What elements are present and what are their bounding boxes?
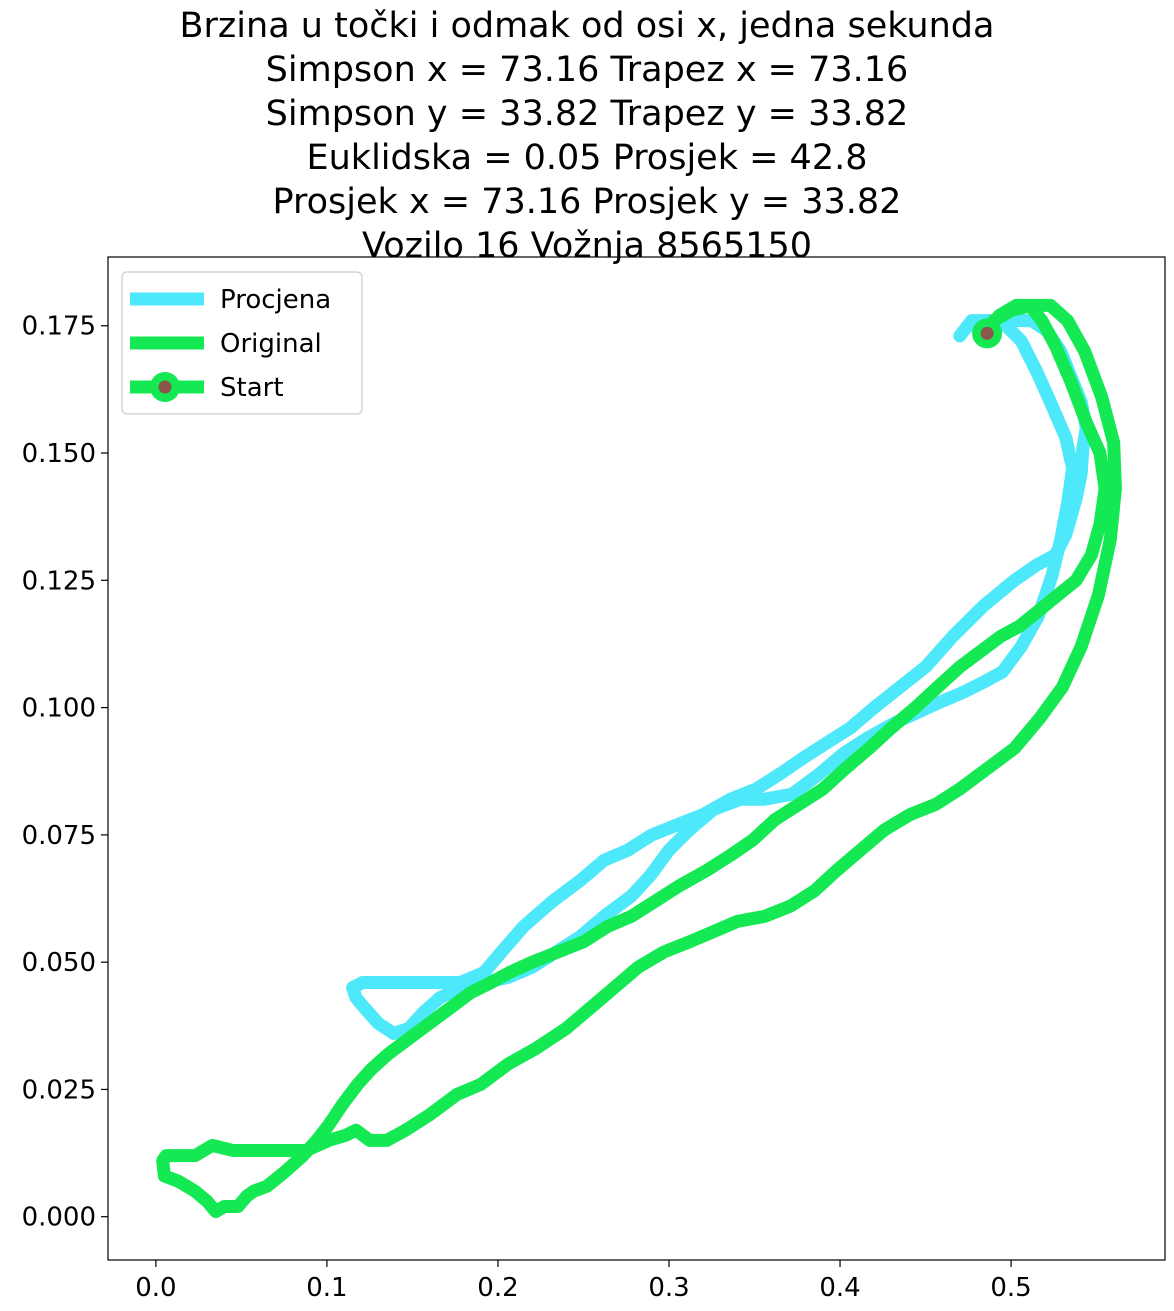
y-tick-label: 0.125 xyxy=(22,566,96,596)
legend-label-original: Original xyxy=(220,329,322,359)
title-line: Brzina u točki i odmak od osi x, jedna s… xyxy=(179,6,995,46)
y-tick-label: 0.150 xyxy=(22,439,96,469)
series-line-procjena xyxy=(346,314,1093,1040)
y-tick-label: 0.000 xyxy=(22,1203,96,1233)
title-line: Euklidska = 0.05 Prosjek = 42.8 xyxy=(306,138,868,178)
x-tick-label: 0.1 xyxy=(306,1273,347,1303)
x-tick-label: 0.5 xyxy=(990,1273,1031,1303)
legend-label-start: Start xyxy=(220,373,284,403)
plot-area xyxy=(156,298,1122,1219)
start-marker-dot xyxy=(980,326,994,340)
title-line: Vozilo 16 Vožnja 8565150 xyxy=(361,226,813,266)
title-line: Simpson y = 33.82 Trapez y = 33.82 xyxy=(265,94,909,134)
y-tick-label: 0.050 xyxy=(22,948,96,978)
x-tick-label: 0.4 xyxy=(819,1273,860,1303)
title-line: Simpson x = 73.16 Trapez x = 73.16 xyxy=(265,50,909,90)
x-tick-label: 0.3 xyxy=(648,1273,689,1303)
legend-box xyxy=(121,271,363,415)
y-tick-label: 0.100 xyxy=(22,694,96,724)
y-axis: 0.000 0.025 0.050 0.075 0.100 0.125 0.150 0.175 xyxy=(22,312,108,1233)
axes-frame xyxy=(107,256,1166,1261)
x-tick-label: 0.2 xyxy=(477,1273,518,1303)
title-line: Prosjek x = 73.16 Prosjek y = 33.82 xyxy=(272,182,902,222)
x-axis: 0.0 0.1 0.2 0.3 0.4 0.5 xyxy=(135,1260,1032,1303)
chart-title: Brzina u točki i odmak od osi x, jedna s… xyxy=(0,4,1174,268)
legend-start-marker-dot xyxy=(158,380,172,394)
x-tick-label: 0.0 xyxy=(135,1273,176,1303)
legend-label-procjena: Procjena xyxy=(220,285,331,315)
series-line-original xyxy=(156,298,1122,1219)
legend: Procjena Original Start xyxy=(121,271,363,415)
y-tick-label: 0.025 xyxy=(22,1075,96,1105)
y-tick-label: 0.075 xyxy=(22,821,96,851)
y-tick-label: 0.175 xyxy=(22,312,96,342)
